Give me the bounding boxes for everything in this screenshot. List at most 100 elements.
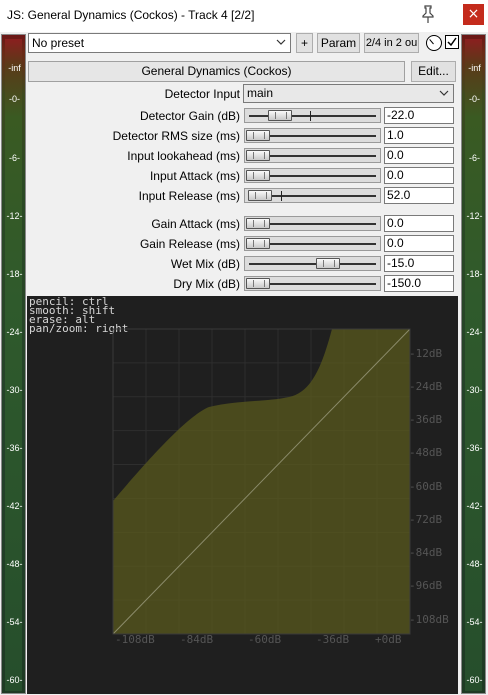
param-slider[interactable] <box>244 128 381 143</box>
y-axis-tick-label: -12dB <box>409 347 442 360</box>
meter-scale-label: -30- <box>466 385 483 395</box>
meter-scale-label: -48- <box>6 559 23 569</box>
param-value-field[interactable]: 0.0 <box>384 147 454 164</box>
meter-scale-label: -42- <box>6 501 23 511</box>
x-axis-tick-label: -60dB <box>248 633 281 646</box>
title-bar[interactable]: JS: General Dynamics (Cockos) - Track 4 … <box>0 0 488 32</box>
y-axis-tick-label: -60dB <box>409 480 442 493</box>
slider-thumb[interactable] <box>246 170 270 181</box>
plugin-name-display: General Dynamics (Cockos) <box>28 61 405 82</box>
meter-scale-label: -12- <box>466 211 483 221</box>
slider-thumb[interactable] <box>246 130 270 141</box>
meter-scale-label: -60- <box>466 675 483 685</box>
y-axis-tick-label: -84dB <box>409 546 442 559</box>
preset-dropdown[interactable]: No preset <box>28 33 291 53</box>
meter-scale-label: -18- <box>466 269 483 279</box>
meter-scale-label: -54- <box>466 617 483 627</box>
param-label: Input Release (ms) <box>138 189 240 203</box>
graph-frame <box>112 328 411 635</box>
close-button[interactable]: × <box>463 4 484 25</box>
enable-checkbox[interactable] <box>445 35 459 49</box>
detector-input-value: main <box>247 86 274 100</box>
slider-thumb[interactable] <box>246 150 270 161</box>
param-label: Gain Release (ms) <box>139 237 240 251</box>
param-label: Detector RMS size (ms) <box>112 129 240 143</box>
unity-line <box>112 328 411 635</box>
param-value-field[interactable]: -22.0 <box>384 107 454 124</box>
y-axis-tick-label: -24dB <box>409 380 442 393</box>
meter-scale-label: -0- <box>469 94 480 104</box>
y-axis-tick-label: -48dB <box>409 446 442 459</box>
param-slider[interactable] <box>244 108 381 123</box>
meter-scale-label: -6- <box>469 153 480 163</box>
param-button[interactable]: Param <box>317 33 360 53</box>
meter-scale-label: -60- <box>6 675 23 685</box>
param-value-field[interactable]: 0.0 <box>384 215 454 232</box>
param-label: Dry Mix (dB) <box>173 277 240 291</box>
pin-icon[interactable] <box>418 4 438 24</box>
meter-scale-label: -54- <box>6 617 23 627</box>
slider-thumb[interactable] <box>267 110 292 121</box>
meter-scale-label: -36- <box>466 443 483 453</box>
param-value-field[interactable]: -150.0 <box>384 275 454 292</box>
graph-help-text: pencil: ctrl smooth: shift erase: alt pa… <box>29 295 129 335</box>
param-slider[interactable] <box>244 216 381 231</box>
param-value-field[interactable]: 52.0 <box>384 187 454 204</box>
param-slider[interactable] <box>244 148 381 163</box>
slider-thumb[interactable] <box>246 218 270 229</box>
slider-thumb[interactable] <box>246 278 270 289</box>
param-value-field[interactable]: 1.0 <box>384 127 454 144</box>
meter-scale-label: -30- <box>6 385 23 395</box>
param-label: Input lookahead (ms) <box>127 149 240 163</box>
detector-input-select[interactable]: main <box>243 84 454 103</box>
preset-value: No preset <box>32 36 85 50</box>
y-axis-tick-label: -36dB <box>409 413 442 426</box>
slider-thumb[interactable] <box>315 258 340 269</box>
x-axis-tick-label: +0dB <box>375 633 402 646</box>
param-value-field[interactable]: 0.0 <box>384 167 454 184</box>
slider-default-mark <box>280 191 282 201</box>
meter-scale-label: -24- <box>6 327 23 337</box>
param-value-field[interactable]: 0.0 <box>384 235 454 252</box>
chevron-down-icon <box>276 39 286 45</box>
param-slider[interactable] <box>244 236 381 251</box>
io-routing-button[interactable]: 2/4 in 2 ou <box>364 33 419 53</box>
window-title: JS: General Dynamics (Cockos) - Track 4 … <box>7 8 255 22</box>
y-axis-tick-label: -72dB <box>409 513 442 526</box>
edit-button[interactable]: Edit... <box>411 61 456 82</box>
meter-scale-label: -6- <box>9 153 20 163</box>
param-label: Input Attack (ms) <box>149 169 240 183</box>
param-slider[interactable] <box>244 188 381 203</box>
transfer-curve-svg[interactable]: -12dB -24dB -36dB -48dB -60dB -72dB -84dB -96dB… <box>27 296 458 694</box>
detector-input-label: Detector Input <box>164 87 240 101</box>
meter-scale-label: -inf <box>8 63 21 73</box>
meter-scale-label: -0- <box>9 94 20 104</box>
meter-scale-label: -18- <box>6 269 23 279</box>
param-label: Gain Attack (ms) <box>151 217 240 231</box>
wet-knob[interactable] <box>426 35 442 51</box>
param-slider[interactable] <box>244 276 381 291</box>
meter-scale-label: -12- <box>6 211 23 221</box>
transfer-curve-graph[interactable]: pencil: ctrl smooth: shift erase: alt pa… <box>27 296 458 694</box>
param-slider[interactable] <box>244 256 381 271</box>
meter-scale-label: -inf <box>468 63 481 73</box>
add-preset-button[interactable]: + <box>296 33 313 53</box>
y-axis-tick-label: -96dB <box>409 579 442 592</box>
meter-scale-label: -48- <box>466 559 483 569</box>
param-slider[interactable] <box>244 168 381 183</box>
x-axis-tick-label: -84dB <box>180 633 213 646</box>
param-label: Detector Gain (dB) <box>139 109 240 123</box>
slider-thumb[interactable] <box>248 190 273 201</box>
param-label: Wet Mix (dB) <box>170 257 240 271</box>
meter-scale-label: -24- <box>466 327 483 337</box>
slider-default-mark <box>309 111 311 121</box>
slider-thumb[interactable] <box>246 238 270 249</box>
param-value-field[interactable]: -15.0 <box>384 255 454 272</box>
x-axis-tick-label: -108dB <box>115 633 155 646</box>
meter-scale-label: -36- <box>6 443 23 453</box>
x-axis-tick-label: -36dB <box>316 633 349 646</box>
right-level-meter: -inf -0- -6- -12- -18- -24- -30- -36- -42- -48- -5… <box>461 34 486 694</box>
meter-scale-label: -42- <box>466 501 483 511</box>
left-level-meter: -inf -0- -6- -12- -18- -24- -30- -36- -42- -48- -5… <box>1 34 26 694</box>
